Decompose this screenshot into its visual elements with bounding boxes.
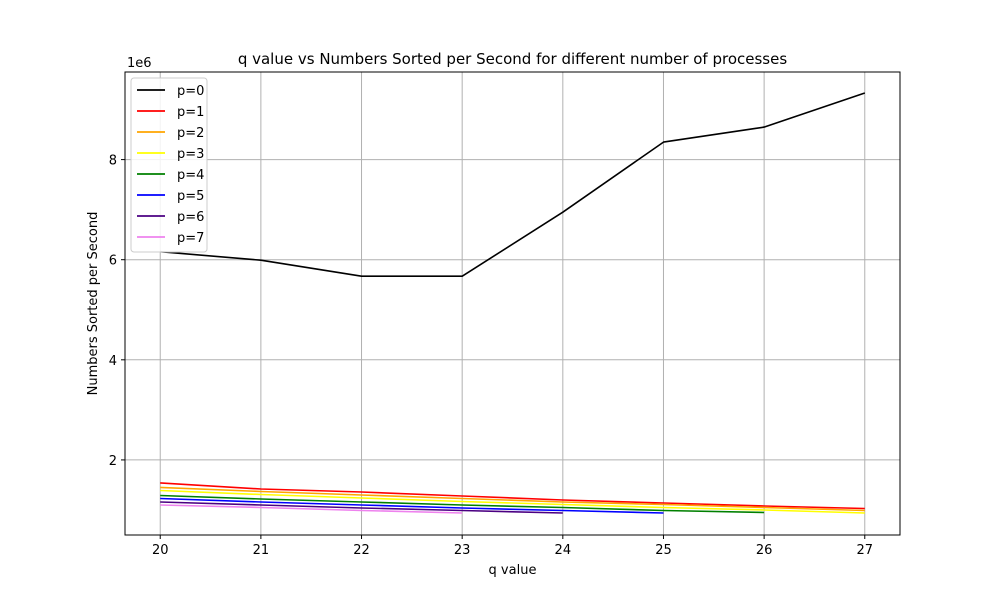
x-tick-label: 23 [454,543,471,558]
legend-label: p=5 [177,189,204,204]
x-tick-label: 21 [253,543,270,558]
x-tick-label: 26 [756,543,773,558]
y-tick-label: 2 [109,454,117,469]
legend-label: p=3 [177,147,204,162]
y-axis-label: Numbers Sorted per Second [86,212,101,396]
x-tick-label: 25 [655,543,672,558]
legend-label: p=6 [177,210,204,225]
series-line-p4 [160,494,765,514]
legend-label: p=0 [177,84,204,99]
series-line-p5 [160,497,664,514]
grid [125,72,900,535]
plot-lines [160,92,866,514]
y-tick-label: 8 [109,154,117,169]
x-axis-ticks: 20 21 22 23 24 25 26 27 [152,535,873,558]
x-axis-label: q value [489,563,537,578]
x-tick-label: 24 [555,543,572,558]
x-tick-label: 22 [353,543,370,558]
series-line-p1 [160,482,865,510]
chart-title: q value vs Numbers Sorted per Second for… [238,50,788,68]
series-line-p3 [160,489,865,514]
legend-label: p=4 [177,168,204,183]
y-tick-label: 4 [109,354,117,369]
x-tick-label: 20 [152,543,169,558]
axes-frame [124,71,901,536]
y-axis-offset-label: 1e6 [127,56,152,71]
series-line-p0 [160,92,866,278]
series-line-p6 [160,501,563,514]
legend: p=0 p=1 p=2 p=3 p=4 p=5 p=6 p=7 [130,77,208,253]
y-tick-label: 6 [109,254,117,269]
series-line-p7 [160,504,463,514]
legend-label: p=2 [177,126,204,141]
legend-label: p=7 [177,231,204,246]
legend-label: p=1 [177,105,204,120]
x-tick-label: 27 [856,543,873,558]
y-axis-ticks: 2 4 6 8 [109,154,125,469]
legend-box [130,77,208,253]
series-line-p2 [160,486,865,512]
